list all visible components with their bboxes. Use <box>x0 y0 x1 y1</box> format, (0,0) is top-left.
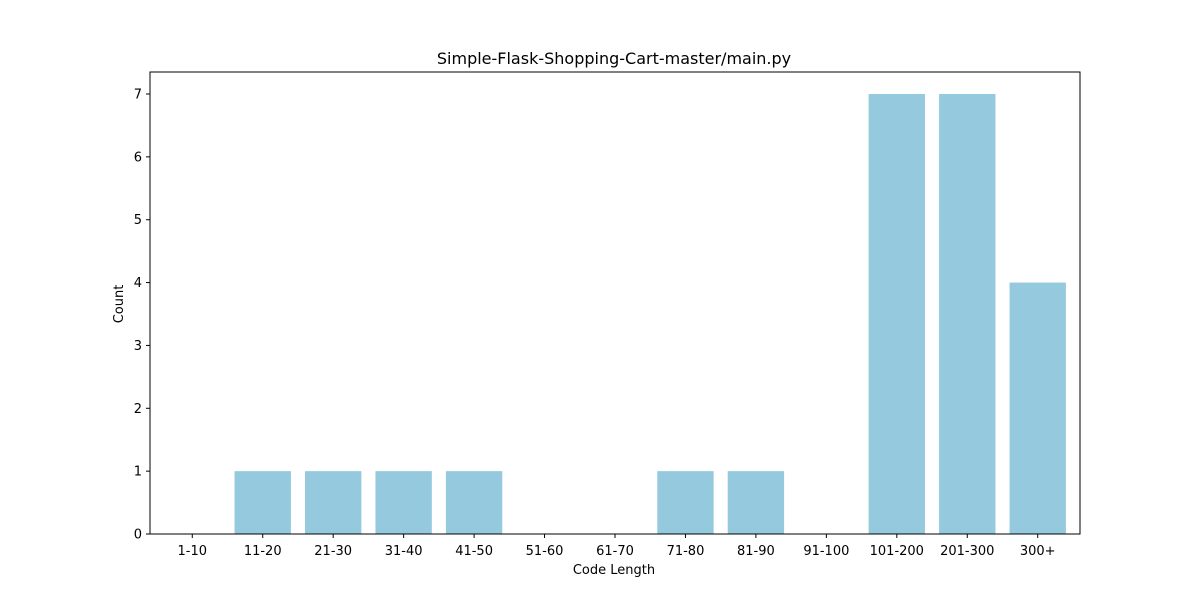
y-tick-label: 3 <box>134 339 142 354</box>
y-tick-label: 0 <box>134 528 142 543</box>
y-axis-title: Count <box>112 285 127 324</box>
bar-71-80 <box>657 471 714 534</box>
bar-41-50 <box>445 471 503 534</box>
x-axis: 1-10 11-20 21-30 31-40 41-50 51-60 61-70 71-80 8… <box>178 534 1056 559</box>
bars-group <box>234 94 1066 534</box>
x-tick-label: 81-90 <box>737 544 775 559</box>
x-tick-label: 91-100 <box>803 544 849 559</box>
y-tick-label: 7 <box>134 88 142 103</box>
y-tick-label: 5 <box>134 213 142 228</box>
bar-11-20 <box>234 471 291 534</box>
x-tick-label: 11-20 <box>244 544 282 559</box>
x-tick-label: 101-200 <box>870 544 924 559</box>
chart-title: Simple-Flask-Shopping-Cart-master/main.p… <box>437 49 791 68</box>
bar-101-200 <box>868 94 925 534</box>
x-tick-label: 300+ <box>1020 544 1056 559</box>
x-tick-label: 61-70 <box>596 544 634 559</box>
y-axis: 0 1 2 3 4 5 6 7 <box>134 88 150 543</box>
x-tick-label: 201-300 <box>940 544 994 559</box>
bar-300+ <box>1009 282 1066 534</box>
x-tick-label: 71-80 <box>667 544 705 559</box>
y-tick-label: 2 <box>134 402 142 417</box>
x-tick-label: 1-10 <box>178 544 208 559</box>
x-tick-label: 41-50 <box>455 544 493 559</box>
y-tick-label: 4 <box>134 276 142 291</box>
x-tick-label: 21-30 <box>314 544 352 559</box>
x-tick-label: 31-40 <box>385 544 423 559</box>
bar-31-40 <box>375 471 432 534</box>
bar-81-90 <box>727 471 785 534</box>
x-tick-label: 51-60 <box>526 544 564 559</box>
x-axis-title: Code Length <box>573 563 655 578</box>
y-tick-label: 1 <box>134 465 142 480</box>
y-tick-label: 6 <box>134 150 142 165</box>
bar-201-300 <box>939 94 996 534</box>
bar-21-30 <box>305 471 362 534</box>
